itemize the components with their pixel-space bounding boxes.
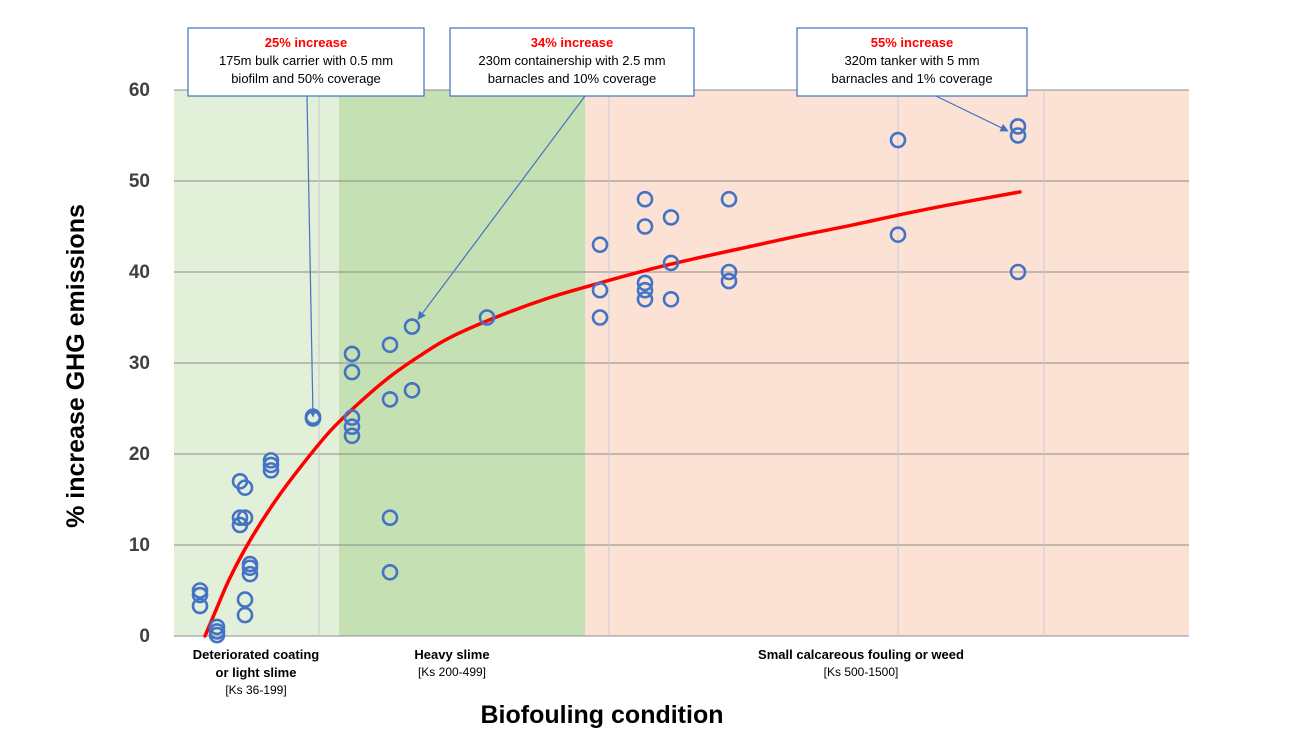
zone-ks-heavy-slime: [Ks 200-499] xyxy=(418,665,486,679)
vertical-gridlines xyxy=(318,90,1045,636)
annotation-line: 320m tanker with 5 mm xyxy=(844,53,979,68)
annotation-box xyxy=(796,27,1028,97)
data-point xyxy=(262,462,280,479)
annotation-box xyxy=(187,27,425,97)
horizontal-gridlines xyxy=(174,89,1189,637)
zone-ks-calcareous-fouling: [Ks 500-1500] xyxy=(824,665,899,679)
annotation-line: 175m bulk carrier with 0.5 mm xyxy=(219,53,393,68)
data-point xyxy=(1009,263,1027,281)
zone-label-deteriorated-line2: or light slime xyxy=(216,665,297,680)
annotation-line: barnacles and 10% coverage xyxy=(488,71,656,86)
data-point xyxy=(720,263,738,281)
annotation-tanker: 55% increase 320m tanker with 5 mm barna… xyxy=(796,27,1028,97)
data-point xyxy=(191,597,209,615)
data-point xyxy=(662,209,680,226)
data-point xyxy=(343,418,361,436)
y-tick-label: 10 xyxy=(129,535,150,556)
data-point xyxy=(478,309,496,326)
annotation-containership: 34% increase 230m containership with 2.5… xyxy=(449,27,695,97)
data-point xyxy=(636,218,654,235)
data-point xyxy=(208,618,226,636)
data-point xyxy=(403,381,421,399)
annotation-heading: 55% increase xyxy=(871,35,953,50)
data-point xyxy=(662,254,680,272)
data-point xyxy=(262,456,280,474)
data-point xyxy=(889,226,907,243)
y-tick-label: 60 xyxy=(129,80,150,101)
data-point xyxy=(1009,127,1027,144)
data-point xyxy=(231,509,249,527)
data-point xyxy=(236,479,254,496)
annotation-heading: 25% increase xyxy=(265,35,347,50)
data-point xyxy=(381,391,399,408)
data-point xyxy=(236,591,254,608)
data-point xyxy=(343,427,361,445)
annotation-arrow-containership xyxy=(417,95,586,320)
data-point xyxy=(889,131,907,149)
y-tick-label: 20 xyxy=(129,444,150,465)
y-tick-label: 30 xyxy=(129,353,150,374)
annotation-heading: 34% increase xyxy=(531,35,613,50)
data-point xyxy=(191,582,209,599)
data-point xyxy=(343,409,361,426)
data-point xyxy=(208,626,226,644)
zone-labels: Deteriorated coating or light slime [Ks … xyxy=(193,647,964,697)
annotation-line: 230m containership with 2.5 mm xyxy=(478,53,665,68)
annotation-arrow-tanker xyxy=(935,95,1009,132)
zone-label-calcareous-fouling: Small calcareous fouling or weed xyxy=(758,647,964,662)
trend-curve xyxy=(203,190,1022,638)
y-tick-label: 0 xyxy=(139,626,150,647)
data-point xyxy=(591,309,609,326)
data-point xyxy=(343,363,361,381)
zone-label-deteriorated-line1: Deteriorated coating xyxy=(193,647,319,662)
data-point xyxy=(403,318,421,335)
data-point xyxy=(381,336,399,354)
data-point xyxy=(662,290,680,308)
data-point xyxy=(636,281,654,299)
data-point xyxy=(343,345,361,363)
data-point xyxy=(236,606,254,624)
data-point xyxy=(241,559,259,577)
data-point xyxy=(636,274,654,292)
data-point xyxy=(262,452,280,469)
y-axis-label: % increase GHG emissions xyxy=(62,204,90,528)
data-points xyxy=(191,118,1027,644)
data-point xyxy=(381,509,399,527)
data-point xyxy=(591,236,609,253)
annotation-box xyxy=(449,27,695,97)
y-tick-label: 50 xyxy=(129,171,150,192)
y-tick-labels: 0 10 20 30 40 50 60 xyxy=(129,80,150,647)
annotation-arrow-bulk-carrier xyxy=(306,95,318,418)
data-point xyxy=(720,190,738,208)
data-point xyxy=(720,272,738,290)
data-point xyxy=(191,586,209,604)
data-point xyxy=(1009,118,1027,135)
x-axis-label: Biofouling condition xyxy=(481,701,724,729)
annotation-line: biofilm and 50% coverage xyxy=(231,71,381,86)
data-point xyxy=(241,565,259,583)
zone-ks-deteriorated: [Ks 36-199] xyxy=(225,683,286,697)
data-point xyxy=(231,516,249,534)
data-point xyxy=(636,290,654,308)
data-point xyxy=(591,281,609,299)
y-tick-label: 40 xyxy=(129,262,150,283)
data-point xyxy=(636,190,654,208)
zone-label-heavy-slime: Heavy slime xyxy=(414,647,489,662)
annotation-line: barnacles and 1% coverage xyxy=(831,71,992,86)
annotation-bulk-carrier: 25% increase 175m bulk carrier with 0.5 … xyxy=(187,27,425,97)
data-point xyxy=(381,563,399,581)
